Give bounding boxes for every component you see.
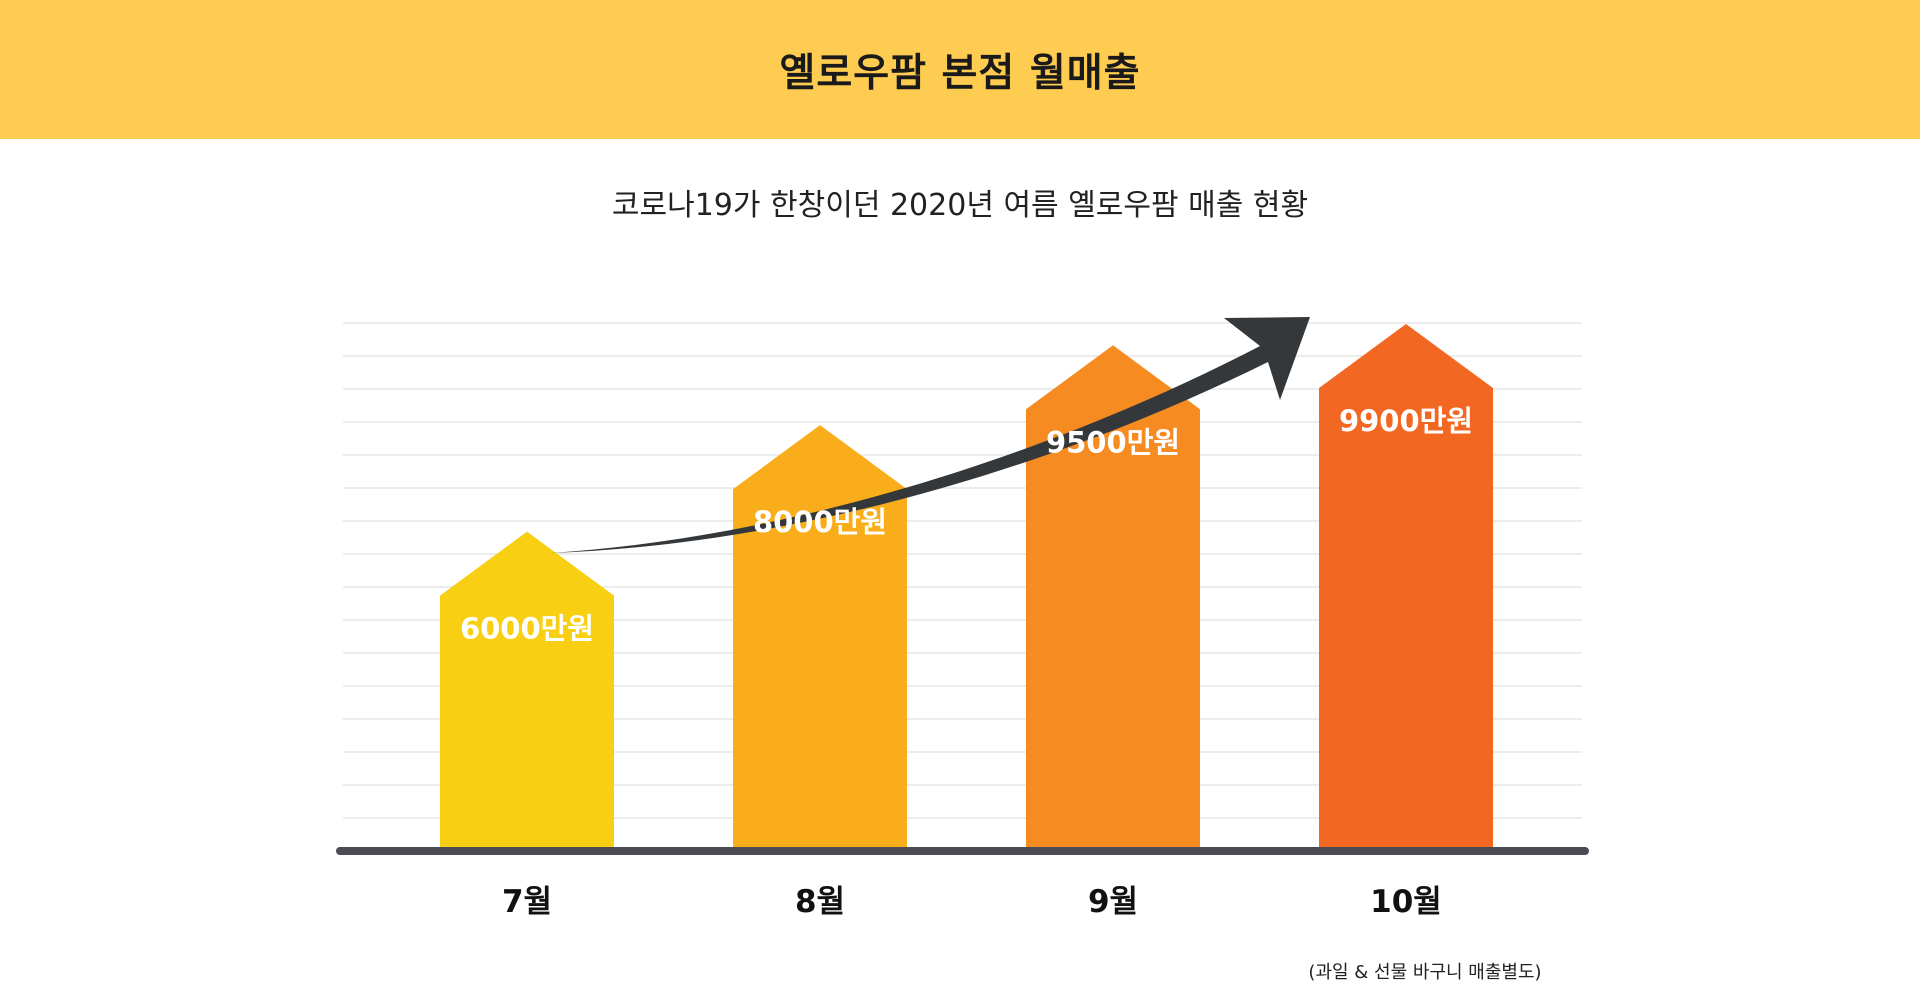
category-label: 8월 — [795, 884, 845, 920]
bar-3 — [1026, 345, 1200, 851]
category-label: 10월 — [1370, 884, 1442, 920]
bar-value-label: 9900만원 — [1339, 404, 1473, 438]
bar-value-label: 8000만원 — [753, 505, 887, 539]
bar-4 — [1319, 324, 1493, 851]
category-label: 9월 — [1088, 884, 1138, 920]
category-label: 7월 — [502, 884, 552, 920]
category-labels: 7월 8월 9월 10월 — [502, 884, 1442, 920]
chart-subtitle: 코로나19가 한창이던 2020년 여름 옐로우팜 매출 현황 — [611, 188, 1309, 223]
header-band: 옐로우팜 본점 월매출 — [0, 0, 1920, 139]
bar-value-label: 6000만원 — [460, 612, 594, 646]
bar-value-label: 9500만원 — [1046, 425, 1180, 459]
bar-2 — [733, 425, 907, 851]
footnote: (과일 & 선물 바구니 매출별도) — [1308, 962, 1542, 983]
bars — [440, 324, 1493, 851]
bar-1 — [440, 531, 614, 851]
page-title: 옐로우팜 본점 월매출 — [779, 50, 1141, 96]
bar-labels: 6000만원 8000만원 9500만원 9900만원 — [460, 404, 1473, 646]
